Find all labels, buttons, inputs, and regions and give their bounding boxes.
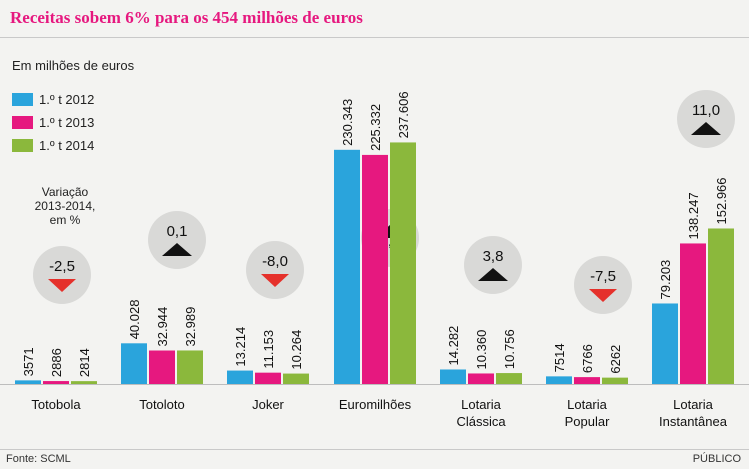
category-label: Totobola [31,397,81,412]
bar [43,381,69,384]
bar-value-label: 230.343 [340,99,355,146]
bar [149,350,175,384]
bar [121,343,147,384]
bar [334,149,360,384]
bar [255,372,281,384]
bar-value-label: 6262 [608,345,623,374]
variation-note-line: Variação [41,185,89,199]
variation-value: -7,5 [590,268,616,285]
variation-value: 11,0 [692,102,720,119]
legend: 1.º t 2012 1.º t 2013 1.º t 2014 [12,88,94,157]
category-label: Lotaria [673,397,714,412]
legend-item-2013: 1.º t 2013 [12,111,94,134]
variation-note: Variação 2013-2014, em % [20,185,110,227]
bar [468,373,494,384]
bar-value-label: 7514 [552,343,567,372]
legend-swatch-2013 [12,116,33,129]
bar-value-label: 11.153 [261,330,276,369]
variation-circle [677,90,735,148]
bar [177,350,203,384]
bar-value-label: 2814 [77,348,92,377]
bar-value-label: 138.247 [686,192,701,239]
chart-title: Receitas sobem 6% para os 454 milhões de… [10,8,363,27]
legend-label-2014: 1.º t 2014 [39,138,95,153]
down-arrow-icon [48,279,76,292]
variation-note-line: em % [49,213,81,227]
bar [15,380,41,384]
legend-label-2012: 1.º t 2012 [39,92,95,107]
variation-note-line: 2013-2014, [34,199,96,213]
up-arrow-icon [691,122,721,135]
footer-divider [0,449,749,450]
category-label: Totoloto [139,397,185,412]
bar-value-label: 14.282 [446,326,461,366]
category-label: Lotaria [461,397,502,412]
bar [602,377,628,384]
variation-circle [464,236,522,294]
bar [440,369,466,384]
bar-value-label: 10.360 [474,330,489,370]
bar-value-label: 10.756 [502,329,517,369]
unit-subtitle: Em milhões de euros [12,58,135,73]
variation-circle [33,246,91,304]
bar [71,381,97,384]
bar-value-label: 13.214 [233,327,248,367]
category-label: Clássica [456,414,506,429]
down-arrow-icon [589,289,617,302]
bar [227,370,253,384]
bar [574,377,600,384]
variation-circle [246,241,304,299]
bar [652,303,678,384]
bar-value-label: 6766 [580,344,595,373]
bar [708,228,734,384]
bar-value-label: 225.332 [368,104,383,151]
bar [283,373,309,384]
bar-value-label: 237.606 [396,91,411,138]
variation-circle [574,256,632,314]
bar [362,154,388,384]
bar-value-label: 152.966 [714,177,729,224]
bar-value-label: 3571 [21,347,36,376]
category-label: Lotaria [567,397,608,412]
bar-value-label: 32.944 [155,307,170,347]
category-label: Joker [252,397,284,412]
variation-value: 3,8 [483,248,504,265]
bar-value-label: 2886 [49,348,64,377]
bar-value-label: 10.264 [289,330,304,370]
source-credit: Fonte: SCML [6,453,71,465]
bar-value-label: 32.989 [183,307,198,347]
variation-circle [148,211,206,269]
down-arrow-icon [261,274,289,287]
variation-value: -8,0 [262,253,288,270]
publisher-credit: PÚBLICO [692,453,741,465]
up-arrow-icon [162,243,192,256]
legend-item-2014: 1.º t 2014 [12,134,94,157]
legend-item-2012: 1.º t 2012 [12,88,94,111]
bar [680,243,706,384]
category-label: Euromilhões [339,397,412,412]
bar [546,376,572,384]
legend-swatch-2014 [12,139,33,152]
category-label: Popular [565,414,610,429]
title-divider [0,37,749,38]
category-label: Instantânea [659,414,728,429]
bar-value-label: 40.028 [127,300,142,340]
bar [496,373,522,384]
legend-swatch-2012 [12,93,33,106]
bar-value-label: 79.203 [658,260,673,300]
legend-label-2013: 1.º t 2013 [39,115,95,130]
up-arrow-icon [478,268,508,281]
variation-value: -2,5 [49,258,75,275]
bar [390,142,416,384]
variation-value: 0,1 [167,223,188,240]
